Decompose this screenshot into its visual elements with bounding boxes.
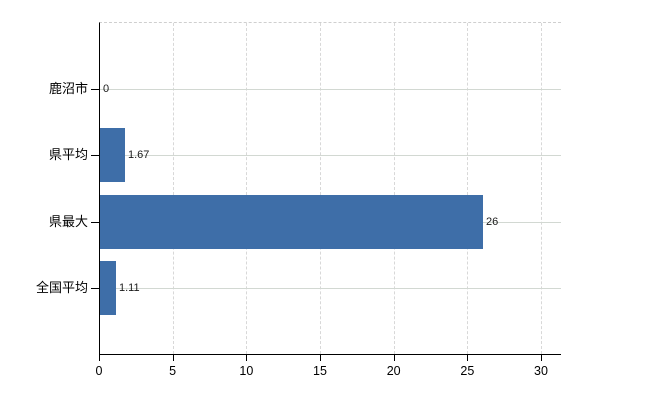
category-gridline [100,155,561,157]
x-axis-tick [172,355,174,361]
x-gridline [320,23,321,354]
x-tick-label: 20 [386,364,401,378]
bar [100,194,483,249]
x-axis-tick [246,355,248,361]
plot-area [99,22,561,355]
y-axis-tick [91,155,99,157]
x-gridline [393,23,395,354]
x-tick-label: 10 [239,364,254,378]
y-axis-tick [91,288,99,290]
y-axis-tick [91,88,99,90]
x-gridline [467,23,469,354]
x-axis-tick [467,355,469,361]
category-gridline [100,88,561,90]
x-tick-label: 5 [169,364,177,378]
x-tick-label: 25 [460,364,475,378]
category-gridline [100,288,561,290]
x-axis-tick [99,355,100,361]
x-tick-label: 30 [534,364,548,378]
value-label: 0 [103,82,110,95]
value-label: 1.11 [119,282,140,295]
bar [100,128,125,183]
x-gridline [246,23,248,354]
y-axis-tick [91,221,99,223]
bar [100,261,116,316]
category-label: 県平均 [48,147,88,163]
category-label: 県最大 [48,213,88,229]
value-label: 26 [486,215,499,228]
category-label: 全国平均 [35,280,88,296]
x-axis-tick [541,355,542,361]
x-gridline [172,23,174,354]
x-tick-label: 0 [95,364,103,378]
x-axis-tick [393,355,395,361]
category-label: 鹿沼市 [48,80,88,96]
x-tick-label: 15 [313,364,327,378]
x-gridline [541,23,542,354]
x-axis-tick [320,355,321,361]
value-label: 1.67 [128,149,150,162]
